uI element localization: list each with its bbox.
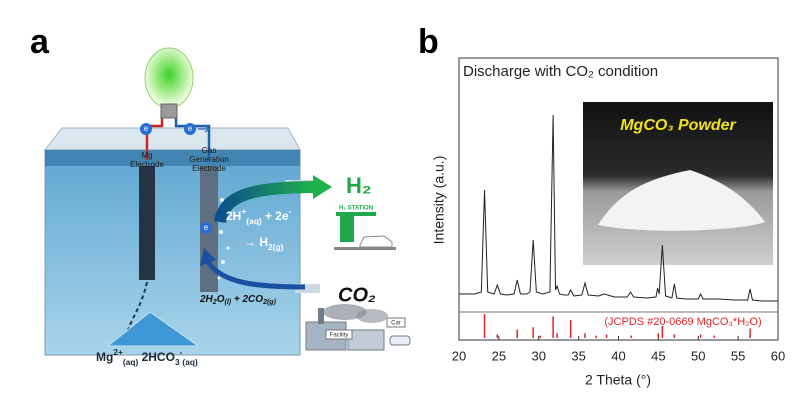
x-axis-title: 2 Theta (°) (585, 372, 651, 388)
mg-electrode (139, 166, 155, 280)
inset-label: MgCO₃ Powder (620, 117, 736, 134)
x-tick-label: 25 (492, 348, 506, 363)
products-text: Mg2+(aq) 2HCO3-(aq) (96, 347, 198, 367)
text-part: O (217, 294, 225, 305)
arrow-shadow (295, 284, 320, 293)
electron-label: e (144, 124, 149, 133)
electron-label: e (204, 223, 209, 232)
water-surface (45, 150, 300, 166)
text-part: (aq) (182, 357, 198, 367)
text-part: + 2CO (231, 294, 263, 305)
reaction-text: 2H+(aq) + 2e- (226, 206, 292, 226)
xrd-chart: Discharge with CO₂ condition MgCO₃ Powde… (431, 57, 785, 388)
diagram: e e e Mg Electrode Gas Generation Electr… (43, 47, 411, 367)
panel-label: a (30, 23, 50, 61)
text-part: (l) (224, 299, 231, 306)
electron-label: e (188, 124, 193, 133)
h2-label: H₂ (346, 173, 372, 198)
x-tick-label: 40 (611, 348, 625, 363)
h2-arrowhead (313, 175, 332, 199)
car-tag (386, 317, 406, 328)
x-tick-label: 50 (691, 348, 705, 363)
reference-label: (JCPDS #20-0669 MgCO₃*H₂O) (604, 316, 761, 328)
chart-title: Discharge with CO₂ condition (463, 63, 658, 80)
reaction-text: 2H2O(l) + 2CO2(g) (199, 294, 277, 307)
electrode-label: Mg (141, 151, 152, 160)
x-tick-label: 60 (771, 348, 785, 363)
electrode-label: Gas (202, 146, 217, 155)
wire (145, 116, 164, 160)
electrode-label: Electrode (192, 164, 226, 173)
text-part: + (241, 206, 246, 216)
text-part: (aq) (123, 357, 139, 367)
tank-water (44, 149, 301, 356)
text-part: 2H (226, 209, 241, 223)
tank-rim (43, 127, 301, 151)
car-label: Car (391, 321, 401, 327)
y-axis-title: Intensity (a.u.) (431, 156, 447, 245)
text-part: Mg (96, 350, 113, 364)
electron (184, 123, 196, 135)
panel-label: b (418, 23, 439, 61)
text-part: - (180, 347, 183, 357)
text-part: + 2e (262, 209, 289, 223)
electron (140, 123, 152, 135)
h2-arrow (214, 181, 316, 224)
text-part: 3 (175, 357, 180, 367)
x-tick-label: 35 (571, 348, 585, 363)
station-roof (336, 212, 376, 216)
text-part: - (289, 206, 292, 216)
station-pump (340, 216, 354, 242)
electron-arrow (198, 125, 210, 133)
electrode-label: Electrode (130, 160, 164, 169)
text-part: 2(g) (262, 299, 277, 306)
co2-arrowhead (200, 248, 216, 266)
text-part: 2H (199, 294, 214, 305)
x-tick-label: 30 (532, 348, 546, 363)
reaction-text: → H2(g) (244, 235, 284, 252)
text-part: → H (244, 235, 268, 249)
xrd-pattern (459, 114, 778, 302)
facility-label: Facility (330, 333, 349, 339)
text-part: 2+ (113, 347, 123, 357)
x-tick-label: 45 (651, 348, 665, 363)
bulb (144, 47, 194, 109)
electrode-label: Generation (189, 155, 229, 164)
precipitate (106, 311, 200, 347)
bulb-base (160, 103, 178, 119)
powder (598, 170, 765, 231)
text-part: 2HCO (138, 350, 175, 364)
co2-arrow (205, 260, 306, 290)
dashed-path (127, 281, 148, 331)
co2-label: CO₂ (338, 284, 376, 306)
text-part: (aq) (246, 216, 262, 226)
text-part: 2 (212, 299, 217, 306)
station-label: H₂ STATION (339, 206, 373, 212)
ground (334, 247, 396, 250)
text-part: 2(g) (268, 242, 284, 252)
facility-tag (325, 329, 353, 340)
x-tick-label: 20 (452, 348, 466, 363)
x-tick-label: 55 (731, 348, 745, 363)
car-icon (359, 235, 393, 248)
electron (200, 222, 212, 234)
